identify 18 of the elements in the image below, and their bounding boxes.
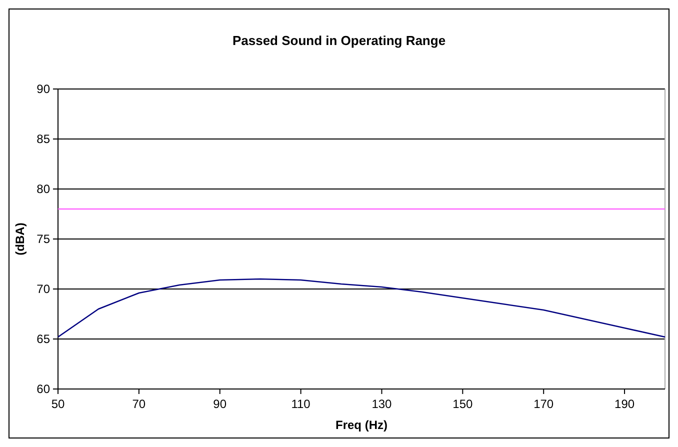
x-tick-label: 70	[132, 397, 146, 411]
x-tick-label: 190	[614, 397, 635, 411]
y-tick-label: 70	[36, 282, 50, 296]
x-axis-title: Freq (Hz)	[336, 418, 388, 432]
y-tick-label: 65	[36, 332, 50, 346]
y-tick-label: 60	[36, 382, 50, 396]
x-tick-label: 110	[291, 397, 311, 411]
x-tick-label: 150	[452, 397, 473, 411]
x-tick-label: 50	[51, 397, 65, 411]
y-tick-label: 85	[36, 132, 50, 146]
x-tick-label: 90	[213, 397, 227, 411]
x-tick-label: 170	[534, 397, 554, 411]
x-tick-label: 130	[372, 397, 392, 411]
y-tick-label: 90	[36, 82, 50, 96]
y-axis-title: (dBA)	[13, 222, 27, 256]
y-tick-label: 75	[36, 232, 50, 246]
y-tick-label: 80	[36, 182, 50, 196]
chart-title: Passed Sound in Operating Range	[232, 33, 446, 48]
